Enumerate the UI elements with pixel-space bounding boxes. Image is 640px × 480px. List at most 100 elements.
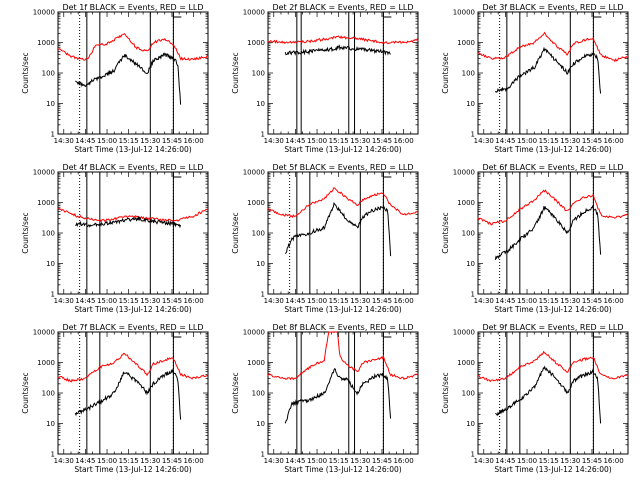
y-tick-label: 1000 (457, 39, 475, 47)
lld-series-line (477, 350, 629, 383)
x-tick-label: 15:45 (582, 457, 602, 465)
corner-marker (382, 173, 392, 178)
x-tick-label: 15:00 (97, 137, 117, 145)
x-axis-label: Start Time (13-Jul-12 14:26:00) (74, 145, 191, 154)
y-tick-label: 1000 (457, 359, 475, 367)
events-series-line (75, 215, 182, 229)
x-axis-label: Start Time (13-Jul-12 14:26:00) (494, 465, 611, 474)
x-axis-label: Start Time (13-Jul-12 14:26:00) (284, 465, 401, 474)
y-tick-label: 10000 (243, 169, 265, 177)
panel-title: Det 5f BLACK = Events, RED = LLD (272, 163, 413, 172)
x-axis-label: Start Time (13-Jul-12 14:26:00) (284, 145, 401, 154)
lld-series-line (267, 187, 419, 219)
y-tick-label: 100 (252, 70, 265, 78)
plot-frame (267, 331, 419, 455)
y-tick-label: 10000 (33, 9, 55, 17)
corner-marker (592, 173, 602, 178)
x-tick-label: 15:15 (539, 297, 559, 305)
corner-marker (382, 13, 392, 18)
x-tick-label: 14:45 (285, 457, 305, 465)
detector-panel: Det 1f BLACK = Events, RED = LLD 1 10 100 10… (21, 3, 209, 154)
y-tick-label: 10000 (243, 9, 265, 17)
y-tick-label: 10000 (33, 169, 55, 177)
x-tick-label: 15:30 (560, 137, 580, 145)
x-tick-label: 14:45 (495, 297, 515, 305)
y-axis-label: Counts/sec (231, 52, 240, 93)
detector-panel: Det 3f BLACK = Events, RED = LLD 1 10 100 10… (441, 3, 629, 154)
y-axis-label: Counts/sec (441, 212, 450, 253)
x-tick-label: 16:00 (393, 457, 413, 465)
y-tick-label: 1000 (37, 39, 55, 47)
plot-frame (267, 171, 419, 295)
x-tick-label: 15:15 (329, 457, 349, 465)
lld-series-line (477, 31, 629, 63)
y-tick-label: 1 (261, 131, 265, 139)
y-tick-label: 100 (462, 230, 475, 238)
corner-marker (592, 333, 602, 338)
y-tick-label: 10000 (453, 9, 475, 17)
y-tick-label: 1000 (457, 199, 475, 207)
y-axis-label: Counts/sec (21, 212, 30, 253)
y-tick-label: 1 (471, 451, 475, 459)
x-tick-label: 15:00 (97, 457, 117, 465)
x-tick-label: 15:30 (350, 137, 370, 145)
x-tick-label: 15:00 (517, 297, 537, 305)
x-axis-label: Start Time (13-Jul-12 14:26:00) (494, 145, 611, 154)
y-tick-label: 10 (46, 260, 55, 268)
x-tick-label: 14:30 (474, 457, 494, 465)
y-tick-label: 1000 (247, 199, 265, 207)
x-tick-label: 15:30 (560, 297, 580, 305)
events-series-line (495, 365, 602, 424)
x-tick-label: 14:30 (54, 137, 74, 145)
x-tick-label: 15:45 (162, 137, 182, 145)
x-tick-label: 15:00 (307, 457, 327, 465)
y-tick-label: 10000 (243, 329, 265, 337)
x-tick-label: 15:15 (119, 457, 139, 465)
y-tick-label: 1000 (37, 359, 55, 367)
plot-frame (477, 171, 629, 295)
x-tick-label: 15:45 (372, 457, 392, 465)
x-tick-label: 15:30 (560, 457, 580, 465)
y-axis-label: Counts/sec (21, 52, 30, 93)
events-series-line (284, 368, 392, 424)
y-tick-label: 1 (51, 291, 55, 299)
y-axis-label: Counts/sec (231, 212, 240, 253)
detector-panel: Det 4f BLACK = Events, RED = LLD 1 10 100 10… (21, 163, 209, 314)
x-tick-label: 16:00 (603, 137, 623, 145)
y-tick-label: 100 (252, 230, 265, 238)
y-tick-label: 100 (462, 390, 475, 398)
x-tick-label: 14:30 (54, 297, 74, 305)
x-tick-label: 16:00 (393, 297, 413, 305)
events-series-line (284, 44, 391, 56)
x-tick-label: 15:15 (539, 457, 559, 465)
y-tick-label: 10 (256, 260, 265, 268)
events-series-line (74, 368, 182, 420)
x-tick-label: 15:15 (119, 297, 139, 305)
corner-marker (172, 173, 182, 178)
y-tick-label: 1 (471, 131, 475, 139)
y-tick-label: 100 (42, 390, 55, 398)
x-tick-label: 15:15 (329, 297, 349, 305)
events-series-line (284, 202, 392, 257)
panel-title: Det 4f BLACK = Events, RED = LLD (62, 163, 203, 172)
x-tick-label: 15:00 (517, 137, 537, 145)
corner-marker (172, 333, 182, 338)
y-tick-label: 1000 (247, 359, 265, 367)
y-axis-label: Counts/sec (21, 372, 30, 413)
x-tick-label: 16:00 (183, 297, 203, 305)
plot-frame (267, 11, 419, 135)
corner-marker (172, 13, 182, 18)
y-axis-label: Counts/sec (441, 52, 450, 93)
x-tick-label: 14:30 (54, 457, 74, 465)
x-tick-label: 14:45 (495, 457, 515, 465)
x-tick-label: 15:00 (307, 137, 327, 145)
x-tick-label: 15:30 (350, 297, 370, 305)
plot-frame (57, 171, 209, 295)
x-tick-label: 15:30 (140, 457, 160, 465)
detector-panel: Det 9f BLACK = Events, RED = LLD 1 10 100 10… (441, 323, 629, 474)
x-tick-label: 16:00 (183, 137, 203, 145)
panel-title: Det 9f BLACK = Events, RED = LLD (482, 323, 623, 332)
detector-panel: Det 6f BLACK = Events, RED = LLD 1 10 100 10… (441, 163, 629, 314)
plot-frame (477, 11, 629, 135)
panel-title: Det 1f BLACK = Events, RED = LLD (62, 3, 203, 12)
